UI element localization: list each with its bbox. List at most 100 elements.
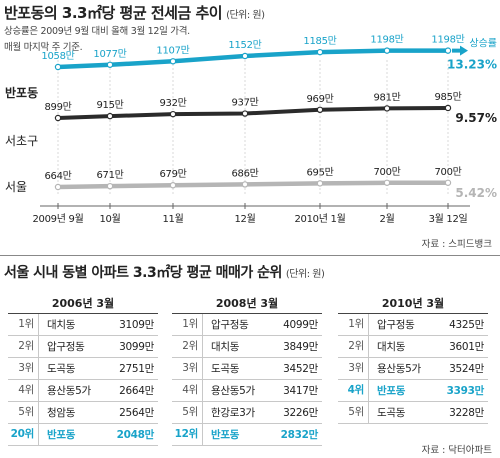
price-cell: 3849만 — [283, 341, 318, 353]
ranking-row: 1위 압구정동 4325만 — [338, 314, 488, 336]
data-point-seocho — [444, 104, 452, 112]
ranking-year-title: 2006년 3월 — [51, 297, 115, 310]
district-cell: 용산동5가 — [211, 385, 255, 397]
x-tick-label: 12월 — [234, 213, 255, 225]
rank-cell: 5위 — [172, 402, 203, 423]
price-cell: 3226만 — [283, 407, 318, 419]
ranking-title: 서울 시내 동별 아파트 3.3㎡당 평균 매매가 순위 (단위: 원) — [4, 265, 325, 281]
price-cell: 3228만 — [449, 407, 484, 419]
data-label-banpo: 1077만 — [93, 48, 126, 60]
rank-cell: 3위 — [8, 358, 39, 379]
district-cell: 한강로3가 — [211, 407, 255, 419]
price-cell: 3109만 — [119, 319, 154, 331]
data-label-seocho: 932만 — [159, 97, 186, 109]
ranking-row: 3위 용산동5가 3524만 — [338, 358, 488, 380]
ranking-row: 1위 압구정동 4099만 — [172, 314, 322, 336]
district-cell: 압구정동 — [211, 319, 249, 331]
data-point-banpo — [241, 52, 249, 60]
ranking-row: 5위 한강로3가 3226만 — [172, 402, 322, 424]
price-cell: 2048만 — [116, 429, 155, 441]
growth-rate-banpo: 13.23% — [447, 58, 497, 72]
data-point-seocho — [383, 105, 391, 112]
rate-label: 상승률 — [469, 38, 497, 50]
data-label-seoul: 679만 — [159, 168, 186, 180]
ranking-row-highlighted: 20위 반포동 2048만 — [8, 424, 158, 446]
rank-cell: 2위 — [172, 336, 203, 357]
data-label-seocho: 899만 — [44, 101, 71, 113]
data-label-banpo: 1185만 — [303, 35, 336, 47]
data-label-seocho: 985만 — [434, 91, 461, 103]
price-cell: 3393만 — [446, 385, 485, 397]
ranking-table: 1위 대치동 3109만 2위 압구정동 3099만 3위 도곡동 2751만 4위 용산동5가 26… — [8, 313, 158, 446]
series-name-seocho: 서초구 — [5, 134, 38, 148]
data-point-seoul — [316, 180, 324, 187]
data-point-seoul — [241, 181, 249, 188]
chart-note-line2: 매월 마지막 주 기준. — [4, 42, 83, 53]
district-cell: 용산동5가 — [47, 385, 91, 397]
ranking-row: 1위 대치동 3109만 — [8, 314, 158, 336]
data-label-seoul: 695만 — [306, 166, 333, 178]
rank-cell: 4위 — [338, 380, 369, 401]
ranking-year-title: 2010년 3월 — [381, 297, 445, 310]
district-cell: 반포동 — [211, 429, 240, 441]
ranking-row: 4위 용산동5가 3417만 — [172, 380, 322, 402]
data-label-banpo: 1198만 — [370, 34, 403, 46]
data-label-seoul: 664만 — [44, 170, 71, 182]
x-tick-label: 2009년 9월 — [33, 213, 84, 225]
data-label-seoul: 686만 — [231, 167, 258, 179]
rank-cell: 3위 — [172, 358, 203, 379]
district-cell: 도곡동 — [211, 363, 240, 375]
ranking-row: 2위 대치동 3849만 — [172, 336, 322, 358]
district-cell: 용산동5가 — [377, 363, 421, 375]
data-point-seocho — [316, 106, 324, 114]
data-point-banpo — [444, 47, 452, 54]
ranking-table: 1위 압구정동 4325만 2위 대치동 3601만 3위 용산동5가 3524만 4위 반포동 33… — [338, 313, 488, 424]
data-point-seoul — [444, 179, 452, 186]
rank-cell: 5위 — [338, 402, 369, 423]
data-point-seoul — [383, 179, 391, 186]
x-tick-label: 2010년 1월 — [295, 213, 346, 225]
ranking-source: 자료 : 닥터아파트 — [421, 445, 492, 456]
ranking-row-highlighted: 4위 반포동 3393만 — [338, 380, 488, 402]
series-name-seoul: 서울 — [5, 180, 27, 194]
data-point-seoul — [106, 182, 114, 190]
data-label-banpo: 1058만 — [41, 50, 74, 62]
ranking-row: 3위 도곡동 2751만 — [8, 358, 158, 380]
rank-cell: 1위 — [172, 314, 203, 335]
price-cell: 4099만 — [283, 319, 318, 331]
rank-cell: 12위 — [172, 424, 203, 445]
ranking-row: 5위 청암동 2564만 — [8, 402, 158, 424]
data-label-seocho: 937만 — [231, 97, 258, 109]
ranking-table: 1위 압구정동 4099만 2위 대치동 3849만 3위 도곡동 3452만 4위 용산동5가 34… — [172, 313, 322, 446]
data-label-banpo: 1198만 — [431, 34, 464, 46]
ranking-row: 3위 도곡동 3452만 — [172, 358, 322, 380]
price-cell: 2832만 — [280, 429, 319, 441]
ranking-row-highlighted: 12위 반포동 2832만 — [172, 424, 322, 446]
price-cell: 3524만 — [449, 363, 484, 375]
data-point-seocho — [169, 110, 177, 118]
data-point-banpo — [169, 58, 177, 65]
price-cell: 3452만 — [283, 363, 318, 375]
price-cell: 3417만 — [283, 385, 318, 397]
district-cell: 대치동 — [211, 341, 240, 353]
price-cell: 4325만 — [449, 319, 484, 331]
data-point-seoul — [54, 183, 62, 191]
price-cell: 3099만 — [119, 341, 154, 353]
data-point-seocho — [54, 114, 62, 122]
rank-cell: 5위 — [8, 402, 39, 423]
section-divider — [0, 255, 500, 256]
price-cell: 3601만 — [449, 341, 484, 353]
data-label-seocho: 981만 — [373, 91, 400, 103]
x-tick-label: 11월 — [162, 213, 183, 225]
chart-title: 반포동의 3.3㎡당 평균 전세금 추이 (단위: 원) — [4, 4, 265, 22]
data-point-banpo — [106, 61, 114, 68]
chart-note: 상승률은 2009년 9월 대비 올해 3월 12일 가격. 매월 마지막 주 … — [4, 24, 190, 56]
district-cell: 반포동 — [377, 385, 406, 397]
data-label-banpo: 1107만 — [156, 44, 189, 56]
data-label-seoul: 700만 — [434, 166, 461, 178]
district-cell: 압구정동 — [377, 319, 415, 331]
price-cell: 2664만 — [119, 385, 154, 397]
rank-cell: 2위 — [8, 336, 39, 357]
data-point-banpo — [383, 47, 391, 54]
